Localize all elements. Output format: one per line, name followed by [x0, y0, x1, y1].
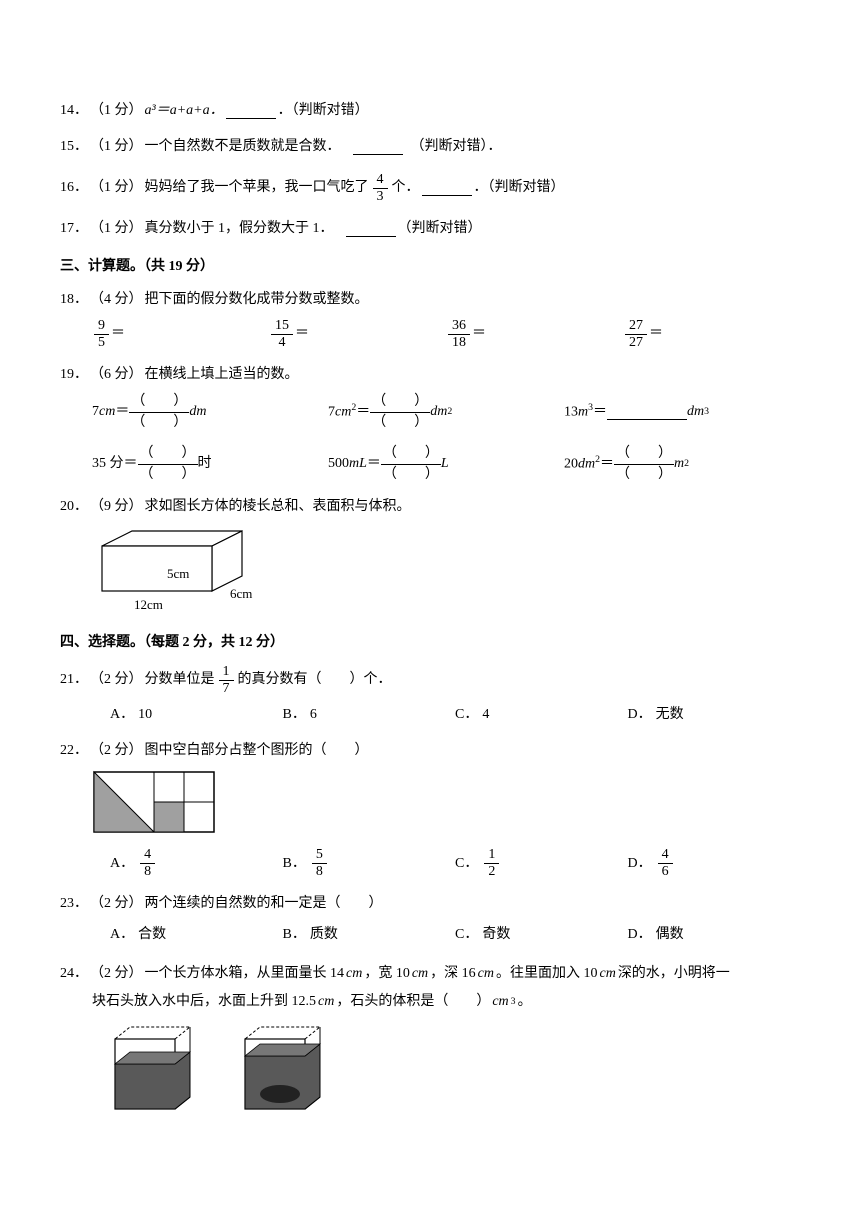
q-points: （1 分） [90, 177, 143, 199]
question-15: 15． （1 分） 一个自然数不是质数就是合数． （判断对错）． [60, 136, 800, 158]
q-text: 个． [392, 177, 420, 199]
section-3-title: 三、计算题。（共 19 分） [60, 256, 800, 278]
conv-item: 500mL＝ （ ）（ ） L [328, 446, 564, 482]
q-number: 23． [60, 893, 88, 915]
q23-options: A．合数 B．质数 C．奇数 D．偶数 [110, 924, 800, 946]
option-b[interactable]: B． 58 [283, 848, 456, 879]
q-text: 求如图长方体的棱长总和、表面积与体积。 [145, 496, 411, 518]
fraction: 4 3 [373, 173, 388, 204]
q24-figures [110, 1024, 800, 1124]
q-tail: ．（判断对错） [278, 100, 369, 122]
answer-blank[interactable] [346, 221, 396, 236]
q-text: 两个连续的自然数的和一定是（ ） [145, 893, 383, 915]
answer-blank[interactable] [226, 104, 276, 119]
q-points: （1 分） [90, 136, 143, 158]
conv-item: 35 分＝ （ ）（ ） 时 [92, 446, 328, 482]
q-text: 妈妈给了我一个苹果，我一口气吃了 [145, 177, 369, 199]
q-number: 14． [60, 100, 88, 122]
svg-text:5cm: 5cm [167, 566, 189, 581]
tank-figure-2 [240, 1024, 330, 1124]
q-text: 分数单位是 [145, 669, 215, 691]
conv-item: 20dm2＝ （ ）（ ） m2 [564, 446, 800, 482]
q-number: 20． [60, 496, 88, 518]
q-number: 15． [60, 136, 88, 158]
q-text: 的真分数有（ ）个． [238, 669, 392, 691]
svg-text:6cm: 6cm [230, 586, 252, 601]
option-a[interactable]: A． 48 [110, 848, 283, 879]
q-text: 一个自然数不是质数就是合数． [145, 136, 341, 158]
option-a[interactable]: A．10 [110, 704, 283, 726]
q-number: 18． [60, 289, 88, 311]
q-number: 22． [60, 740, 88, 762]
option-d[interactable]: D．无数 [628, 704, 801, 726]
frac-item: 95＝ [92, 319, 269, 350]
q-number: 24． [60, 960, 88, 988]
question-20: 20． （9 分） 求如图长方体的棱长总和、表面积与体积。 5cm 6cm 12… [60, 496, 800, 616]
option-c[interactable]: C．奇数 [455, 924, 628, 946]
q19-row1: 7cm＝ （ ）（ ） dm 7cm2＝ （ ）（ ） dm2 13m3＝ dm… [92, 394, 800, 430]
q-text: 把下面的假分数化成带分数或整数。 [145, 289, 369, 311]
q-points: （2 分） [90, 960, 143, 988]
q21-options: A．10 B．6 C．4 D．无数 [110, 704, 800, 726]
q-text: 在横线上填上适当的数。 [145, 364, 299, 386]
q-points: （6 分） [90, 364, 143, 386]
question-23: 23． （2 分） 两个连续的自然数的和一定是（ ） A．合数 B．质数 C．奇… [60, 893, 800, 946]
q-number: 21． [60, 669, 88, 691]
frac-item: 3618＝ [446, 319, 623, 350]
question-24: 24． （2 分） 一个长方体水箱，从里面量长 14cm ，宽 10cm ，深 … [60, 960, 800, 1124]
q-text: 真分数小于 1，假分数大于 1． [145, 218, 334, 240]
conv-item: 13m3＝ dm3 [564, 400, 800, 424]
option-c[interactable]: C． 12 [455, 848, 628, 879]
option-c[interactable]: C．4 [455, 704, 628, 726]
q-number: 17． [60, 218, 88, 240]
q-points: （4 分） [90, 289, 143, 311]
q22-figure [92, 770, 800, 840]
svg-text:12cm: 12cm [134, 597, 163, 612]
q19-row2: 35 分＝ （ ）（ ） 时 500mL＝ （ ）（ ） L 20dm2＝ （ … [92, 446, 800, 482]
question-18: 18． （4 分） 把下面的假分数化成带分数或整数。 95＝ 154＝ 3618… [60, 289, 800, 350]
option-d[interactable]: D．偶数 [628, 924, 801, 946]
q-number: 19． [60, 364, 88, 386]
q-tail: （判断对错） [398, 218, 482, 240]
q-tail: ．（判断对错） [474, 177, 565, 199]
option-d[interactable]: D． 46 [628, 848, 801, 879]
question-22: 22． （2 分） 图中空白部分占整个图形的（ ） A． 48 B． 58 C．… [60, 740, 800, 879]
q22-options: A． 48 B． 58 C． 12 D． 46 [110, 848, 800, 879]
q-points: （2 分） [90, 669, 143, 691]
tank-figure-1 [110, 1024, 200, 1124]
question-14: 14． （1 分） a³＝a+a+a． ．（判断对错） [60, 100, 800, 122]
q-points: （2 分） [90, 740, 143, 762]
q-text: 图中空白部分占整个图形的（ ） [145, 740, 369, 762]
cuboid-figure: 5cm 6cm 12cm [92, 526, 800, 616]
q-expr: a³＝a+a+a． [145, 100, 224, 122]
frac-item: 2727＝ [623, 319, 800, 350]
q18-fracs: 95＝ 154＝ 3618＝ 2727＝ [92, 319, 800, 350]
question-16: 16． （1 分） 妈妈给了我一个苹果，我一口气吃了 4 3 个． ．（判断对错… [60, 173, 800, 204]
question-19: 19． （6 分） 在横线上填上适当的数。 7cm＝ （ ）（ ） dm 7cm… [60, 364, 800, 482]
q-points: （2 分） [90, 893, 143, 915]
answer-blank[interactable] [422, 181, 472, 196]
question-21: 21． （2 分） 分数单位是 17 的真分数有（ ）个． A．10 B．6 C… [60, 665, 800, 726]
section-4-title: 四、选择题。（每题 2 分，共 12 分） [60, 632, 800, 654]
q-points: （1 分） [90, 100, 143, 122]
question-17: 17． （1 分） 真分数小于 1，假分数大于 1． （判断对错） [60, 218, 800, 240]
answer-blank[interactable] [607, 405, 687, 420]
q-points: （9 分） [90, 496, 143, 518]
frac-item: 154＝ [269, 319, 446, 350]
q-tail: （判断对错）． [411, 136, 502, 158]
answer-blank[interactable] [353, 140, 403, 155]
option-a[interactable]: A．合数 [110, 924, 283, 946]
conv-item: 7cm＝ （ ）（ ） dm [92, 394, 328, 430]
fraction: 17 [219, 665, 234, 696]
conv-item: 7cm2＝ （ ）（ ） dm2 [328, 394, 564, 430]
q-number: 16． [60, 177, 88, 199]
q-points: （1 分） [90, 218, 143, 240]
option-b[interactable]: B．质数 [283, 924, 456, 946]
option-b[interactable]: B．6 [283, 704, 456, 726]
